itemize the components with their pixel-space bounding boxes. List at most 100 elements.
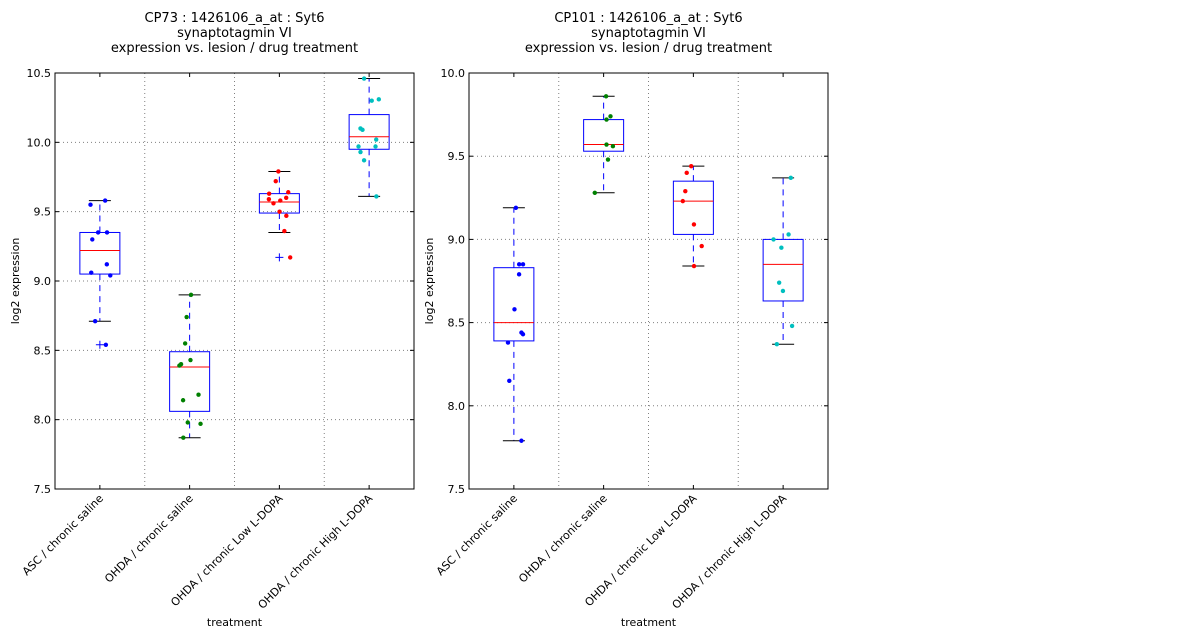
- data-point: [605, 157, 611, 162]
- box-group-2: [169, 292, 211, 440]
- data-point: [358, 149, 363, 155]
- data-point: [184, 314, 189, 320]
- chart-title-line: expression vs. lesion / drug treatment: [525, 41, 772, 56]
- data-point: [604, 117, 609, 122]
- data-point: [266, 196, 272, 202]
- data-point: [286, 190, 291, 195]
- y-tick-label: 9.5: [34, 206, 52, 219]
- data-point: [361, 76, 367, 81]
- box-group-3: [258, 169, 300, 262]
- data-point: [103, 342, 109, 347]
- box-iqr: [672, 180, 714, 235]
- y-tick-label: 9.0: [34, 275, 52, 288]
- data-point: [361, 158, 367, 163]
- data-point: [181, 435, 186, 440]
- y-tick-label: 7.5: [34, 483, 52, 496]
- x-tick-label: OHDA / chronic saline: [516, 492, 610, 586]
- chart-title-line: expression vs. lesion / drug treatment: [111, 41, 358, 56]
- box-group-2: [583, 94, 625, 196]
- data-point: [505, 340, 511, 345]
- data-point: [519, 438, 524, 443]
- data-point: [102, 198, 108, 203]
- data-point: [282, 228, 287, 234]
- box-group-4: [762, 175, 804, 347]
- data-point: [592, 190, 598, 196]
- data-point: [520, 332, 526, 337]
- x-axis-label: treatment: [621, 616, 677, 629]
- data-point: [689, 163, 694, 169]
- y-tick-label: 8.0: [448, 400, 466, 413]
- plot-frame: [468, 72, 829, 490]
- data-point: [188, 357, 193, 363]
- chart-title-line: CP73 : 1426106_a_at : Syt6: [145, 11, 325, 26]
- data-point: [680, 198, 686, 204]
- data-point: [108, 273, 113, 278]
- data-point: [512, 307, 517, 312]
- data-point: [95, 230, 101, 235]
- data-point: [516, 262, 522, 267]
- box-group-1: [79, 198, 121, 349]
- box-iqr: [493, 267, 535, 342]
- data-point: [516, 272, 522, 277]
- data-point: [185, 420, 190, 425]
- x-axis-label: treatment: [207, 616, 263, 629]
- data-point: [376, 97, 382, 102]
- plot-frame: [54, 72, 415, 490]
- box-iqr: [583, 119, 625, 152]
- data-point: [278, 198, 283, 203]
- data-point: [691, 222, 697, 227]
- y-tick-label: 8.5: [448, 317, 466, 330]
- data-point: [691, 263, 697, 269]
- y-tick-label: 9.0: [448, 233, 466, 246]
- data-point: [788, 175, 794, 181]
- data-point: [776, 280, 782, 285]
- box-iqr: [762, 238, 804, 302]
- chart-title-line: CP101 : 1426106_a_at : Syt6: [554, 11, 742, 26]
- data-point: [88, 202, 93, 207]
- data-point: [774, 342, 780, 347]
- data-point: [287, 255, 293, 260]
- data-point: [683, 188, 688, 194]
- data-point: [177, 363, 182, 368]
- data-point: [603, 94, 609, 99]
- data-point: [610, 144, 616, 149]
- data-point: [699, 243, 704, 249]
- data-point: [196, 392, 201, 397]
- data-point: [779, 245, 784, 250]
- y-axis-label: log2 expression: [423, 238, 436, 325]
- chart-panel-1: CP73 : 1426106_a_at : Syt6synaptotagmin …: [9, 11, 415, 629]
- data-point: [373, 144, 378, 149]
- data-point: [356, 144, 361, 149]
- data-point: [271, 201, 276, 206]
- x-tick-label: ASC / chronic saline: [434, 492, 520, 578]
- y-tick-label: 9.5: [448, 150, 466, 163]
- data-point: [284, 195, 289, 200]
- data-point: [507, 378, 512, 384]
- data-point: [374, 137, 379, 142]
- y-tick-label: 8.0: [34, 414, 52, 427]
- x-tick-label: ASC / chronic saline: [20, 492, 106, 578]
- data-point: [771, 237, 776, 242]
- data-point: [266, 191, 272, 196]
- box-iqr: [79, 231, 121, 275]
- chart-title-line: synaptotagmin VI: [591, 26, 706, 41]
- data-point: [604, 142, 609, 147]
- data-point: [789, 323, 795, 329]
- data-point: [684, 170, 689, 176]
- data-point: [360, 127, 365, 133]
- data-point: [180, 398, 186, 403]
- box-group-1: [493, 205, 535, 443]
- data-point: [273, 178, 278, 184]
- data-point: [284, 213, 289, 219]
- box-iqr: [348, 114, 390, 150]
- y-tick-label: 10.0: [27, 136, 52, 149]
- data-point: [780, 288, 786, 294]
- data-point: [198, 421, 203, 427]
- data-point: [188, 292, 194, 298]
- y-axis-label: log2 expression: [9, 238, 22, 325]
- data-point: [276, 169, 281, 174]
- flier-marker: [95, 340, 104, 349]
- data-point: [89, 270, 94, 275]
- y-tick-label: 7.5: [448, 483, 466, 496]
